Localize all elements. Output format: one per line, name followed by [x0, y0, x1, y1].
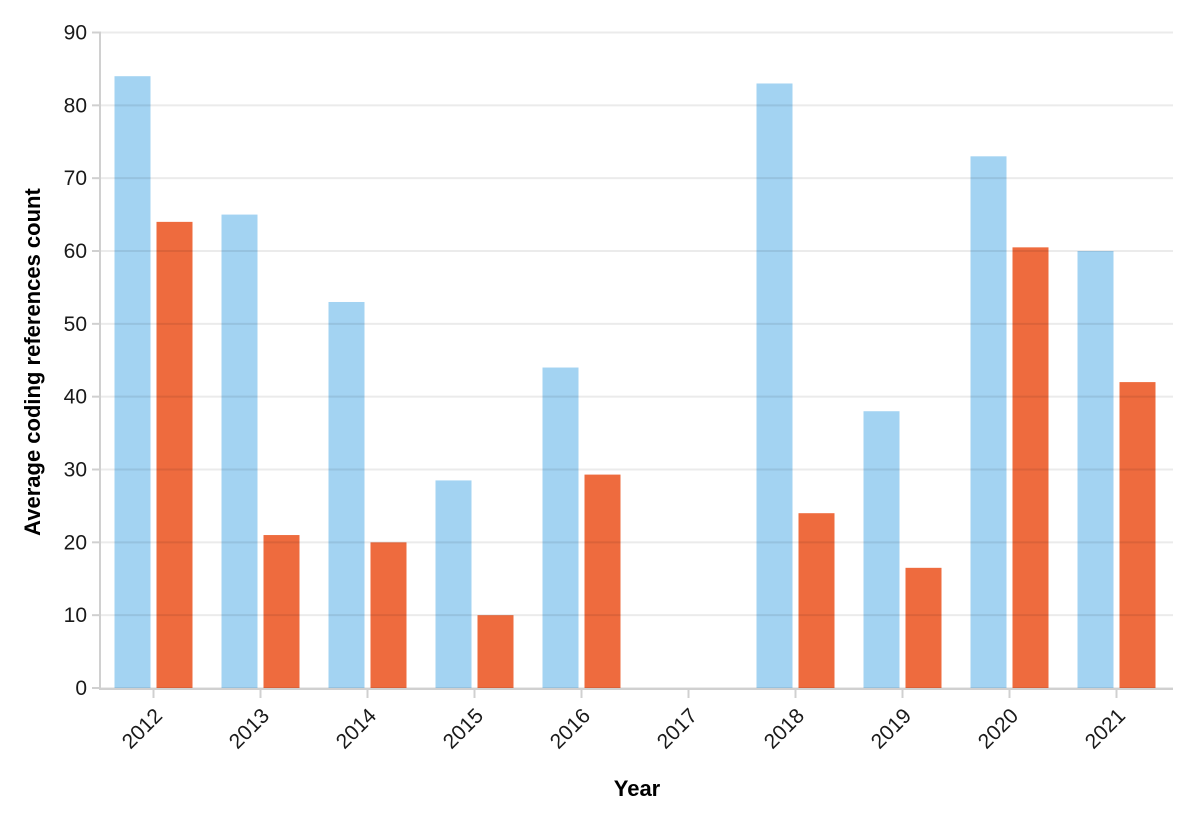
y-tick-label-0: 0 — [75, 677, 87, 700]
bar-2012-blue — [114, 76, 151, 688]
bar-2013-blue — [221, 214, 258, 689]
y-tick-label-30: 30 — [64, 459, 87, 482]
y-tick-label-40: 40 — [64, 386, 87, 409]
bar-2018-orange — [798, 513, 835, 688]
bar-2013-orange — [263, 535, 300, 688]
bar-2014-blue — [328, 301, 365, 688]
y-tick-label-60: 60 — [64, 240, 87, 263]
bar-2016-blue — [542, 367, 579, 688]
bar-2016-orange — [584, 474, 621, 688]
x-tick-label-2016: 2016 — [546, 704, 595, 753]
bar-2019-blue — [863, 411, 900, 688]
x-tick-label-2015: 2015 — [439, 704, 488, 753]
y-tick-label-50: 50 — [64, 313, 87, 336]
bar-2015-blue — [435, 480, 472, 688]
bar-2021-orange — [1119, 382, 1156, 688]
bar-2019-orange — [905, 567, 942, 688]
x-tick-label-2019: 2019 — [867, 704, 916, 753]
bar-2020-blue — [970, 156, 1007, 689]
bar-2014-orange — [370, 542, 407, 688]
y-axis-title: Average coding references count — [20, 188, 45, 536]
y-tick-label-80: 80 — [64, 94, 87, 117]
bar-2018-blue — [756, 83, 793, 688]
x-tick-label-2017: 2017 — [653, 704, 702, 753]
y-tick-label-90: 90 — [64, 22, 87, 45]
y-tick-label-20: 20 — [64, 531, 87, 554]
x-tick-label-2012: 2012 — [118, 704, 167, 753]
bar-2021-blue — [1077, 251, 1114, 688]
x-tick-label-2013: 2013 — [225, 704, 274, 753]
x-tick-label-2014: 2014 — [332, 704, 382, 754]
x-tick-label-2021: 2021 — [1081, 704, 1130, 753]
y-tick-label-10: 10 — [64, 604, 87, 627]
x-tick-label-2020: 2020 — [974, 704, 1023, 753]
x-axis-title: Year — [613, 776, 661, 801]
bar-2020-orange — [1012, 247, 1049, 688]
bar-2015-orange — [477, 615, 514, 688]
bar-2012-orange — [156, 221, 193, 688]
x-tick-label-2018: 2018 — [760, 704, 809, 753]
y-tick-label-70: 70 — [64, 167, 87, 190]
